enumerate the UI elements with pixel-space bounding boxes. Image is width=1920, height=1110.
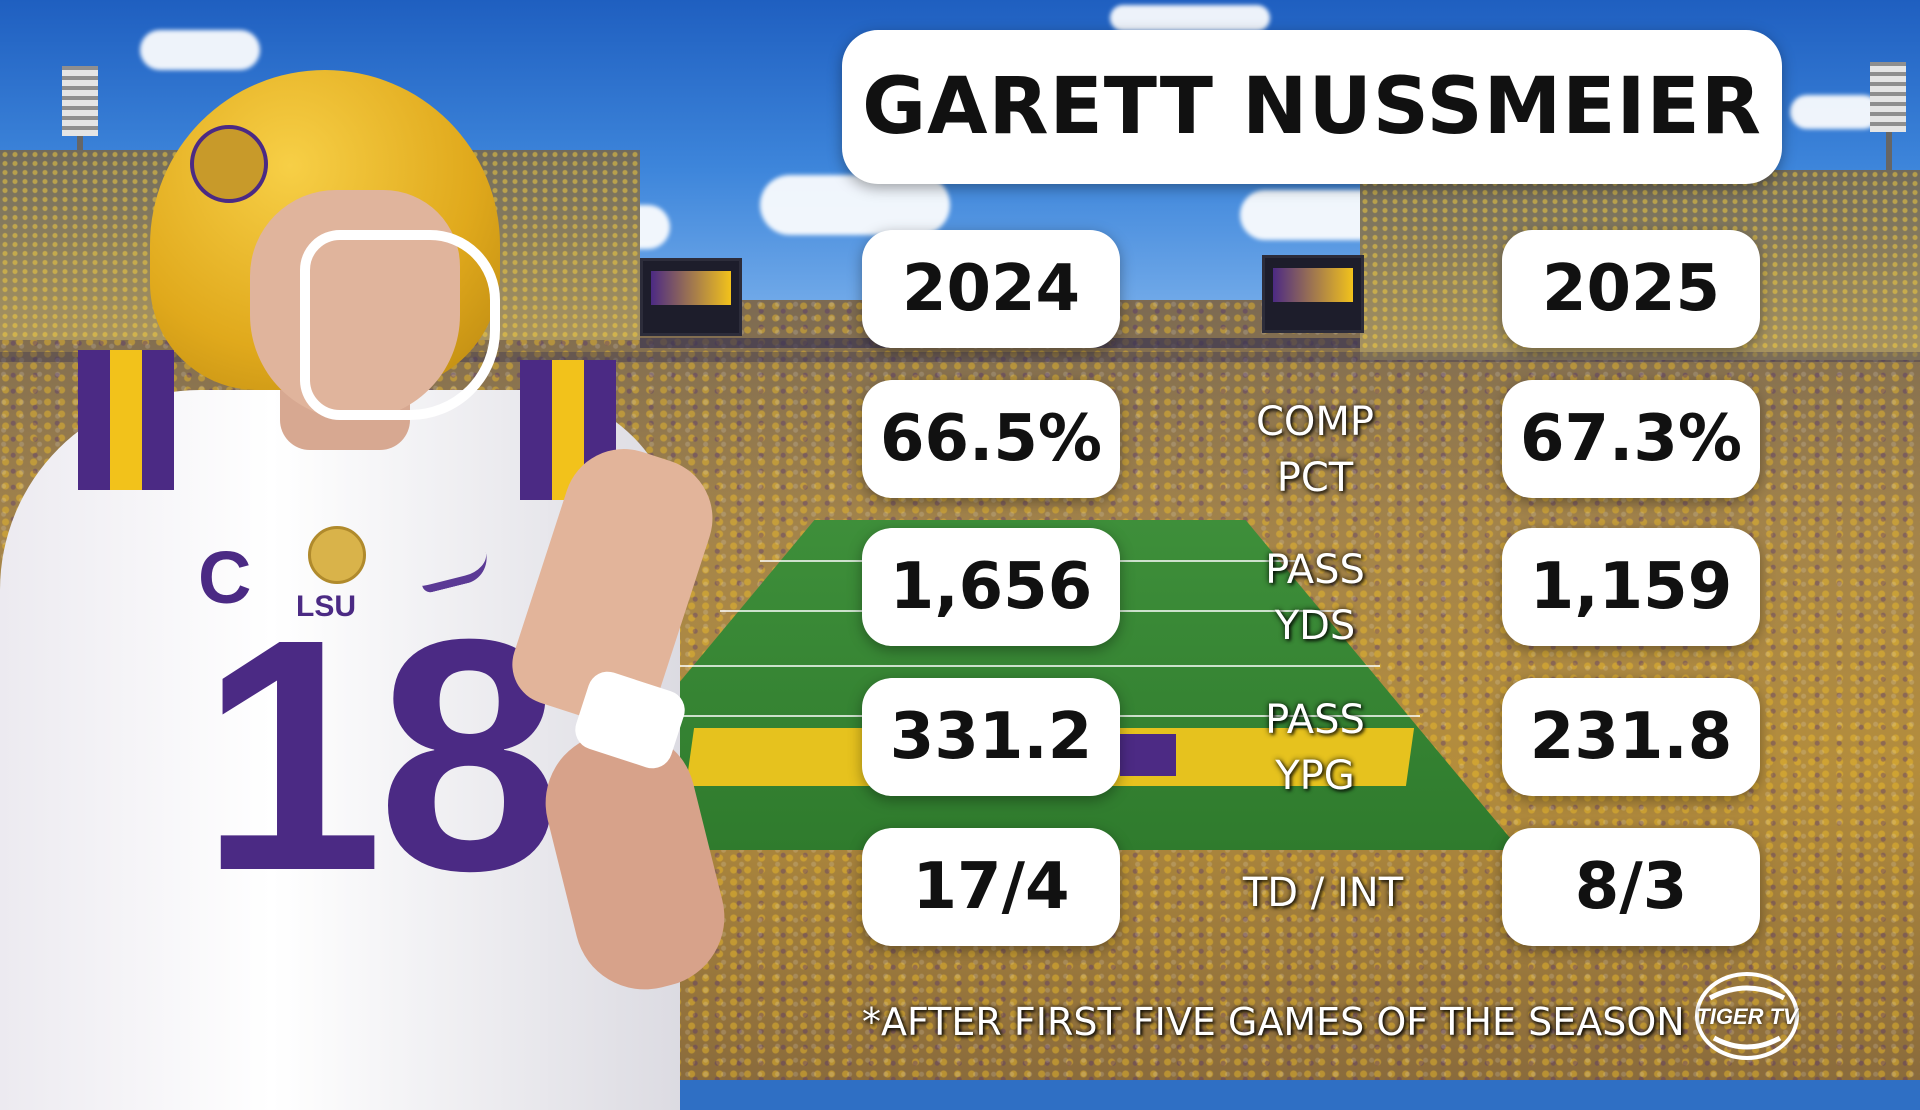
- stat-label: PASS YDS: [1265, 547, 1365, 649]
- shoulder-stripe: [520, 360, 552, 500]
- stat-value-left: 17/4: [862, 828, 1120, 946]
- end-zone-logo: [1120, 734, 1176, 776]
- year-right-card: 2025: [1502, 230, 1760, 348]
- stat-value-right: 8/3: [1502, 828, 1760, 946]
- player-name: GARETT NUSSMEIER: [862, 62, 1762, 152]
- jersey-wordmark: LSU: [296, 590, 356, 623]
- year-left-card: 2024: [862, 230, 1120, 348]
- stat-value-left: 1,656: [862, 528, 1120, 646]
- stat-value-right: 1,159: [1502, 528, 1760, 646]
- stat-label: PASS YPG: [1265, 697, 1365, 799]
- light-tower: [1870, 62, 1906, 132]
- scoreboard: [640, 258, 742, 336]
- sec-patch-icon: [308, 526, 366, 584]
- player-name-card: GARETT NUSSMEIER: [842, 30, 1782, 184]
- scoreboard: [1262, 255, 1364, 333]
- cloud: [140, 30, 260, 70]
- stat-value-left: 331.2: [862, 678, 1120, 796]
- year-left: 2024: [901, 252, 1081, 326]
- cloud: [1790, 95, 1880, 129]
- shoulder-stripe: [142, 350, 174, 490]
- tiger-helmet-logo-icon: [190, 125, 268, 203]
- year-right: 2025: [1541, 252, 1721, 326]
- deck-rail: [0, 352, 1920, 362]
- footnote: *AFTER FIRST FIVE GAMES OF THE SEASON: [862, 1000, 1685, 1044]
- jersey-number: 18: [200, 570, 561, 939]
- player-photo: C LSU 18: [0, 30, 760, 1110]
- yard-line: [680, 665, 1380, 667]
- stat-value-left: 66.5%: [862, 380, 1120, 498]
- captain-mark: C: [198, 536, 252, 619]
- light-tower: [62, 66, 98, 136]
- tiger-tv-logo-icon: TIGER TV: [1692, 968, 1802, 1064]
- facemask: [300, 230, 500, 420]
- stat-label: COMP PCT: [1255, 399, 1375, 501]
- shoulder-stripe: [78, 350, 110, 490]
- stat-label: TD / INT: [1242, 870, 1404, 916]
- logo-text: TIGER TV: [1696, 1004, 1798, 1029]
- cloud: [760, 175, 950, 235]
- shoulder-stripe: [110, 350, 142, 490]
- cloud: [1110, 5, 1270, 31]
- stat-value-right: 67.3%: [1502, 380, 1760, 498]
- stat-value-right: 231.8: [1502, 678, 1760, 796]
